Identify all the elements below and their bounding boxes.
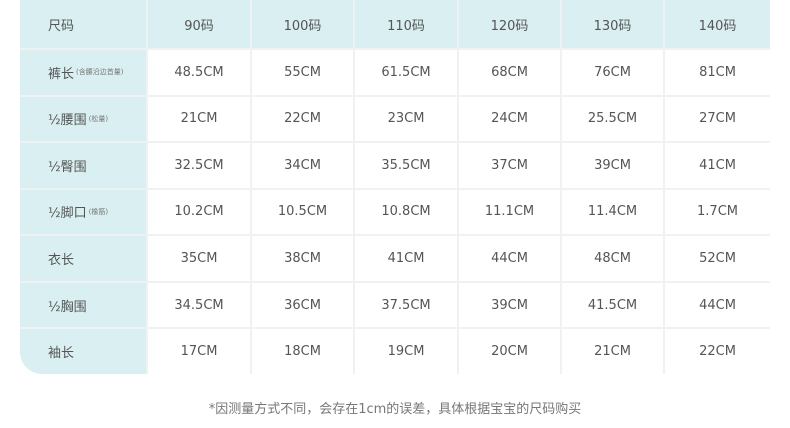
value-cell: 35CM	[148, 236, 250, 281]
value-cell: 23CM	[355, 96, 457, 142]
value-cell: 21CM	[562, 329, 663, 374]
value-cell: 76CM	[562, 50, 663, 95]
value-cell: 52CM	[665, 236, 770, 281]
value-cell: 10.5CM	[252, 189, 353, 235]
row-label-text: ½臀围	[48, 159, 87, 175]
row-label-note: (橡筋)	[88, 207, 109, 216]
value-cell: 10.2CM	[148, 189, 250, 235]
row-label: 袖长	[20, 329, 146, 374]
row-label-text: 袖长	[48, 346, 75, 362]
value-cell: 81CM	[665, 50, 770, 95]
value-cell: 44CM	[665, 282, 770, 328]
row-label-note: (松量)	[88, 114, 109, 123]
value-cell: 36CM	[252, 282, 353, 328]
value-cell: 10.8CM	[355, 189, 457, 235]
row-label: 衣长	[20, 236, 146, 281]
value-cell: 35.5CM	[355, 143, 457, 188]
row-label: 裤长 (含腰沿边首量)	[20, 50, 146, 95]
value-cell: 41CM	[355, 236, 457, 281]
value-cell: 19CM	[355, 329, 457, 374]
row-label: ½腰围 (松量)	[20, 96, 146, 142]
value-cell: 24CM	[459, 96, 560, 142]
value-cell: 39CM	[459, 282, 560, 328]
value-cell: 61.5CM	[355, 50, 457, 95]
header-cell: 100码	[252, 0, 353, 48]
value-cell: 41CM	[665, 143, 770, 188]
value-cell: 44CM	[459, 236, 560, 281]
row-label-text: ½脚口	[48, 206, 87, 222]
value-cell: 38CM	[252, 236, 353, 281]
header-cell: 90码	[148, 0, 250, 48]
value-cell: 18CM	[252, 329, 353, 374]
value-cell: 11.1CM	[459, 189, 560, 235]
header-cell: 尺码	[20, 0, 146, 48]
value-cell: 20CM	[459, 329, 560, 374]
value-cell: 21CM	[148, 96, 250, 142]
value-cell: 34.5CM	[148, 282, 250, 328]
value-cell: 41.5CM	[562, 282, 663, 328]
value-cell: 32.5CM	[148, 143, 250, 188]
header-cell: 110码	[355, 0, 457, 48]
value-cell: 37CM	[459, 143, 560, 188]
row-label-text: ½腰围	[48, 113, 87, 129]
value-cell: 25.5CM	[562, 96, 663, 142]
value-cell: 48CM	[562, 236, 663, 281]
header-cell: 140码	[665, 0, 770, 48]
row-label-text: 裤长	[48, 66, 75, 82]
value-cell: 27CM	[665, 96, 770, 142]
row-label: ½胸围	[20, 282, 146, 328]
value-cell: 55CM	[252, 50, 353, 95]
header-cell: 120码	[459, 0, 560, 48]
row-label: ½脚口 (橡筋)	[20, 189, 146, 235]
value-cell: 1.7CM	[665, 189, 770, 235]
value-cell: 22CM	[665, 329, 770, 374]
row-label: ½臀围	[20, 143, 146, 188]
row-label-text: 衣长	[48, 253, 75, 269]
value-cell: 68CM	[459, 50, 560, 95]
value-cell: 11.4CM	[562, 189, 663, 235]
header-cell: 130码	[562, 0, 663, 48]
value-cell: 17CM	[148, 329, 250, 374]
size-table: 尺码 90码 100码 110码 120码 130码 140码 裤长 (含腰沿边首量) 48.5C…	[20, 0, 770, 374]
row-label-text: ½胸围	[48, 299, 87, 315]
value-cell: 37.5CM	[355, 282, 457, 328]
footnote: *因测量方式不同，会存在1cm的误差，具体根据宝宝的尺码购买	[208, 402, 582, 417]
value-cell: 22CM	[252, 96, 353, 142]
value-cell: 34CM	[252, 143, 353, 188]
value-cell: 48.5CM	[148, 50, 250, 95]
row-label-note: (含腰沿边首量)	[76, 68, 124, 77]
value-cell: 39CM	[562, 143, 663, 188]
